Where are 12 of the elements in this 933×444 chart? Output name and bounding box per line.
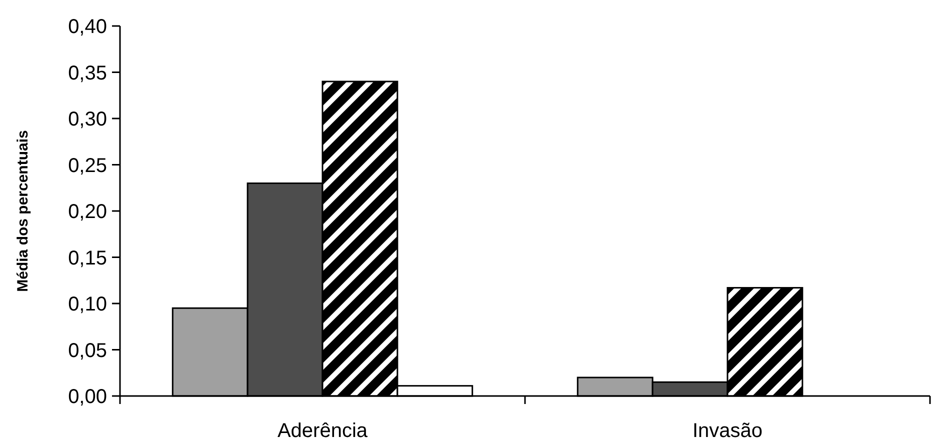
y-tick-label: 0,05 <box>68 340 107 362</box>
x-tick-label: Invasão <box>692 420 763 442</box>
y-axis-title: Média dos percentuais <box>14 130 32 292</box>
y-tick-label: 0,30 <box>68 108 107 130</box>
y-tick-label: 0,40 <box>68 16 107 38</box>
y-tick-label: 0,10 <box>68 294 107 316</box>
y-tick-label: 0,00 <box>68 386 107 408</box>
y-tick-label: 0,35 <box>68 62 107 84</box>
x-tick-label: Aderência <box>277 420 368 442</box>
y-tick-label: 0,20 <box>68 201 107 223</box>
y-tick-label: 0,15 <box>68 247 107 270</box>
y-tick-label: 0,25 <box>68 154 107 177</box>
